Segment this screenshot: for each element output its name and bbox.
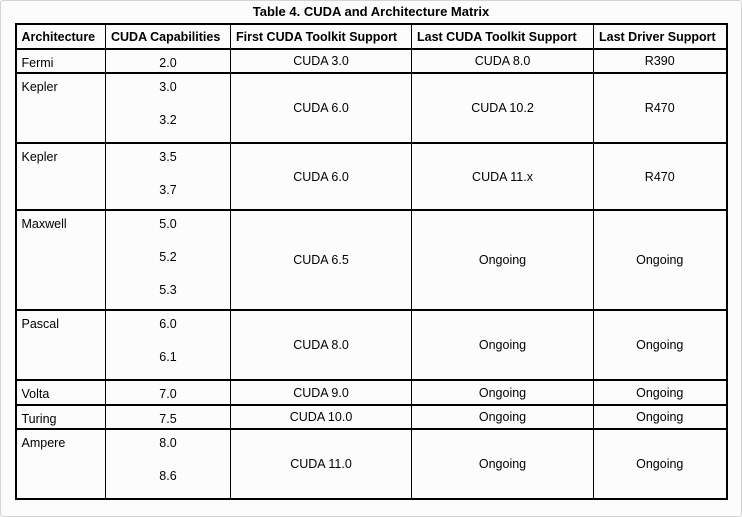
table-row: Turing 7.5 CUDA 10.0 Ongoing Ongoing [15, 404, 727, 430]
capability-value: 8.0 [159, 436, 177, 450]
architecture-cell: Pascal [15, 309, 106, 381]
last-toolkit-cell: Ongoing [411, 379, 594, 406]
last-driver-cell: R390 [593, 48, 727, 74]
architecture-cell: Maxwell [15, 209, 106, 311]
table-title: Table 4. CUDA and Architecture Matrix [252, 4, 490, 19]
first-toolkit-cell: CUDA 11.0 [230, 428, 412, 500]
capability-value: 2.0 [159, 56, 177, 70]
last-driver-cell: Ongoing [593, 428, 727, 500]
architecture-cell: Kepler [15, 72, 106, 144]
column-header: Last CUDA Toolkit Support [411, 23, 594, 50]
last-toolkit-cell: Ongoing [411, 428, 594, 500]
capability-value: 5.2 [159, 250, 177, 264]
last-driver-cell: Ongoing [593, 404, 727, 430]
architecture-cell: Fermi [15, 48, 106, 74]
column-header: CUDA Capabilities [105, 23, 231, 50]
table-row: Pascal 6.0 6.1 CUDA 8.0 Ongoing Ongoing [15, 309, 727, 381]
table-row: Kepler 3.5 3.7 CUDA 6.0 CUDA 11.x R470 [15, 142, 727, 211]
capability-value: 3.2 [159, 113, 177, 127]
last-toolkit-cell: Ongoing [411, 309, 594, 381]
last-driver-cell: Ongoing [593, 379, 727, 406]
last-driver-cell: Ongoing [593, 309, 727, 381]
column-header: First CUDA Toolkit Support [230, 23, 412, 50]
architecture-cell: Volta [15, 379, 106, 406]
capability-value: 5.0 [159, 217, 177, 231]
capabilities-cell: 6.0 6.1 [105, 309, 231, 381]
last-toolkit-cell: CUDA 8.0 [411, 48, 594, 74]
last-toolkit-cell: Ongoing [411, 209, 594, 311]
capability-value: 3.5 [159, 150, 177, 164]
last-toolkit-cell: Ongoing [411, 404, 594, 430]
capability-value: 3.0 [159, 80, 177, 94]
capability-value: 8.6 [159, 469, 177, 483]
architecture-cell: Kepler [15, 142, 106, 211]
capabilities-cell: 7.5 [105, 404, 231, 430]
last-toolkit-cell: CUDA 11.x [411, 142, 594, 211]
table-body: Fermi 2.0 CUDA 3.0 CUDA 8.0 R390 Kepler 3.0 3.2… [15, 48, 727, 500]
document-page: Table 4. CUDA and Architecture Matrix Ar… [1, 1, 741, 500]
column-header: Architecture [15, 23, 106, 50]
capability-value: 5.3 [159, 283, 177, 297]
first-toolkit-cell: CUDA 9.0 [230, 379, 412, 406]
capabilities-cell: 8.0 8.6 [105, 428, 231, 500]
capabilities-cell: 3.5 3.7 [105, 142, 231, 211]
capability-value: 6.0 [159, 317, 177, 331]
last-toolkit-cell: CUDA 10.2 [411, 72, 594, 144]
table-row: Volta 7.0 CUDA 9.0 Ongoing Ongoing [15, 379, 727, 406]
first-toolkit-cell: CUDA 8.0 [230, 309, 412, 381]
capabilities-cell: 3.0 3.2 [105, 72, 231, 144]
last-driver-cell: R470 [593, 142, 727, 211]
table-row: Maxwell 5.0 5.2 5.3 CUDA 6.5 Ongoing Ongoing [15, 209, 727, 311]
table-row: Ampere 8.0 8.6 CUDA 11.0 Ongoing Ongoing [15, 428, 727, 500]
first-toolkit-cell: CUDA 6.0 [230, 142, 412, 211]
capability-value: 7.0 [159, 387, 177, 401]
architecture-cell: Ampere [15, 428, 106, 500]
cuda-architecture-matrix-table: Architecture CUDA Capabilities First CUDA … [14, 23, 728, 500]
first-toolkit-cell: CUDA 10.0 [230, 404, 412, 430]
last-driver-cell: R470 [593, 72, 727, 144]
last-driver-cell: Ongoing [593, 209, 727, 311]
capabilities-cell: 2.0 [105, 48, 231, 74]
table-row: Kepler 3.0 3.2 CUDA 6.0 CUDA 10.2 R470 [15, 72, 727, 144]
capabilities-cell: 5.0 5.2 5.3 [105, 209, 231, 311]
first-toolkit-cell: CUDA 6.5 [230, 209, 412, 311]
header-row: Architecture CUDA Capabilities First CUDA … [15, 23, 727, 50]
first-toolkit-cell: CUDA 3.0 [230, 48, 412, 74]
capabilities-cell: 7.0 [105, 379, 231, 406]
column-header: Last Driver Support [593, 23, 727, 50]
architecture-cell: Turing [15, 404, 106, 430]
capability-value: 3.7 [159, 183, 177, 197]
capability-value: 7.5 [159, 412, 177, 426]
first-toolkit-cell: CUDA 6.0 [230, 72, 412, 144]
table-row: Fermi 2.0 CUDA 3.0 CUDA 8.0 R390 [15, 48, 727, 74]
capability-value: 6.1 [159, 350, 177, 364]
